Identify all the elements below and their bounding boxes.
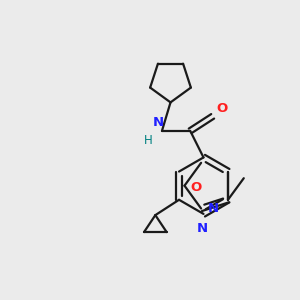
Text: H: H [144, 134, 153, 147]
Text: N: N [196, 222, 208, 235]
Text: O: O [190, 181, 202, 194]
Text: N: N [208, 202, 219, 215]
Text: N: N [152, 116, 164, 129]
Text: O: O [216, 102, 227, 115]
